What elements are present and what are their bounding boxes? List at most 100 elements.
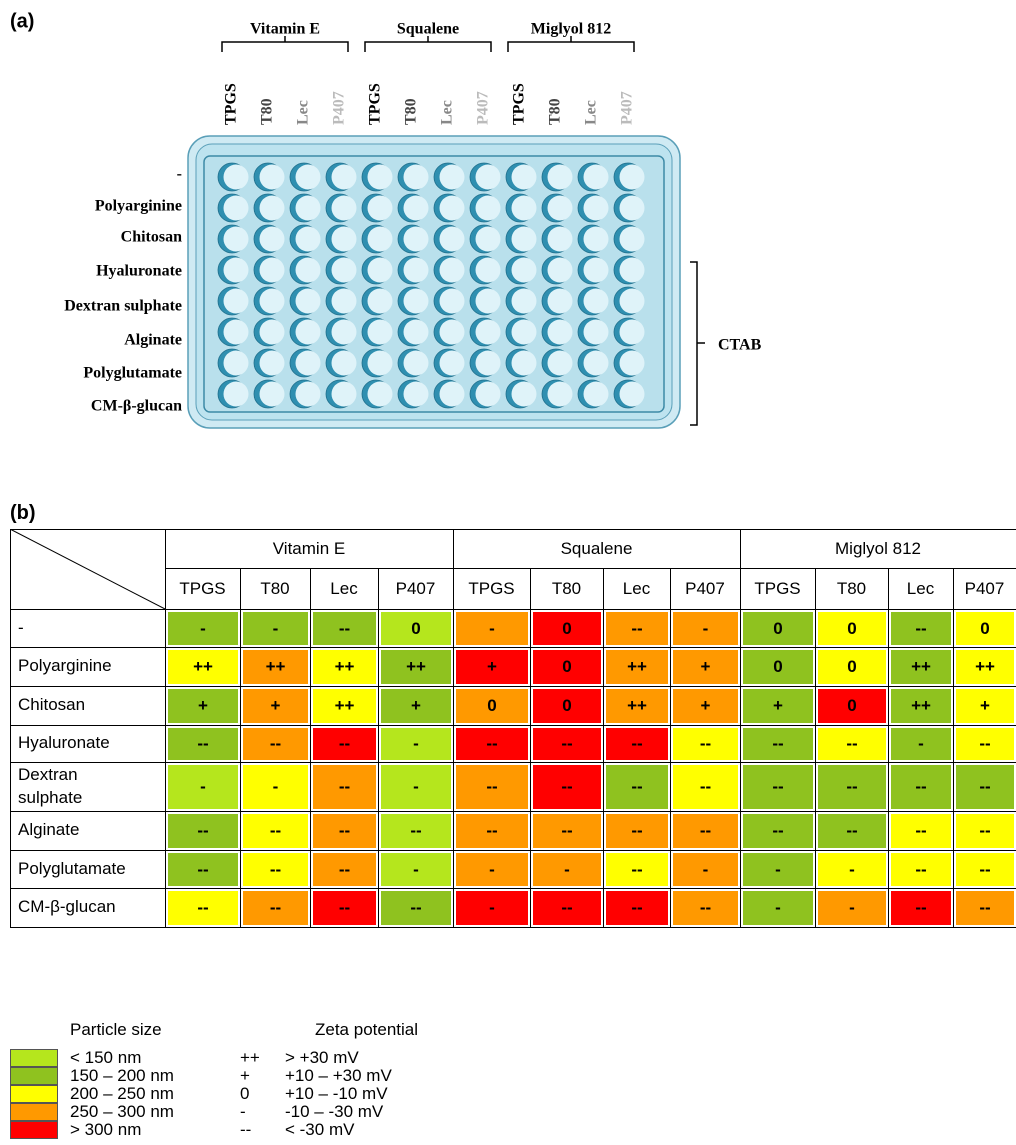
- cell: 0: [956, 612, 1014, 645]
- well-highlight: [619, 226, 645, 252]
- row-label: Alginate: [18, 820, 80, 840]
- well-highlight: [367, 226, 393, 252]
- row-label: Alginate: [124, 332, 182, 349]
- well-highlight: [583, 319, 609, 345]
- cell: --: [243, 891, 308, 925]
- cell: --: [956, 814, 1014, 848]
- well-highlight: [439, 319, 465, 345]
- cell: ++: [168, 650, 238, 684]
- well-highlight: [619, 350, 645, 376]
- well-highlight: [331, 288, 357, 314]
- table-line: [888, 568, 889, 927]
- group-label: Miglyol 812: [531, 21, 611, 38]
- row-label: Hyaluronate: [18, 733, 110, 753]
- legend-swatch: [10, 1049, 58, 1067]
- row-label: Polyarginine: [18, 656, 112, 676]
- legend-swatch: [10, 1103, 58, 1121]
- column-label: Lec: [295, 100, 312, 125]
- table-line: [10, 850, 1016, 851]
- well-highlight: [223, 257, 249, 283]
- table-line: [530, 568, 531, 927]
- table-line: [10, 811, 1016, 812]
- cell: ++: [606, 689, 668, 723]
- well-highlight: [547, 319, 573, 345]
- well-highlight: [331, 257, 357, 283]
- well-highlight: [367, 319, 393, 345]
- cell: --: [168, 728, 238, 760]
- well-highlight: [223, 195, 249, 221]
- cell: --: [313, 853, 376, 886]
- cell: --: [533, 891, 601, 925]
- cell: --: [606, 814, 668, 848]
- column-label: P407: [331, 91, 348, 125]
- cell: -: [381, 728, 451, 760]
- cell: --: [891, 853, 951, 886]
- table-line: [10, 529, 11, 927]
- well-highlight: [259, 195, 285, 221]
- column-header: Lec: [330, 578, 358, 598]
- well-highlight: [439, 195, 465, 221]
- column-header: Lec: [906, 578, 935, 598]
- cell: ++: [313, 689, 376, 723]
- well-highlight: [583, 288, 609, 314]
- table-line: [740, 529, 741, 568]
- well-highlight: [295, 319, 321, 345]
- table-line: [165, 529, 166, 927]
- cell: --: [313, 891, 376, 925]
- bracket: [690, 261, 705, 426]
- cell: --: [818, 814, 886, 848]
- cell: --: [673, 728, 738, 760]
- well-highlight: [475, 381, 501, 407]
- cell: --: [743, 814, 813, 848]
- cell: +: [456, 650, 528, 684]
- column-header: TPGS: [468, 578, 515, 598]
- panel-a: (a) CTAB Vitamin E TPGS T80 Lec P407 Squalene…: [10, 10, 762, 429]
- column-label: T80: [547, 98, 564, 125]
- legend-symbol: --: [240, 1120, 252, 1139]
- cell: +: [168, 689, 238, 723]
- table-line: [815, 568, 816, 927]
- well-highlight: [619, 319, 645, 345]
- cell: --: [168, 891, 238, 925]
- well-highlight: [259, 164, 285, 190]
- cell: 0: [533, 612, 601, 645]
- table-line: [310, 568, 311, 927]
- cell: --: [606, 891, 668, 925]
- well-highlight: [295, 381, 321, 407]
- cell: +: [956, 689, 1014, 723]
- legend-title: Zeta potential: [315, 1020, 419, 1039]
- row-label: Chitosan: [18, 695, 86, 715]
- cell: -: [243, 765, 308, 809]
- cell: -: [891, 728, 951, 760]
- well-highlight: [511, 350, 537, 376]
- cell: ++: [891, 689, 951, 723]
- well-highlight: [259, 350, 285, 376]
- legend-swatch: [10, 1067, 58, 1085]
- cell: 0: [743, 650, 813, 684]
- cell: -: [381, 765, 451, 809]
- cell: --: [673, 765, 738, 809]
- cell: -: [168, 612, 238, 645]
- legend-label: 150 – 200 nm: [70, 1066, 174, 1085]
- well-highlight: [223, 350, 249, 376]
- well-highlight: [259, 257, 285, 283]
- cell: ++: [381, 650, 451, 684]
- well-highlight: [583, 257, 609, 283]
- well-highlight: [331, 350, 357, 376]
- legend-symbol: -: [240, 1102, 246, 1121]
- well-highlight: [367, 288, 393, 314]
- cell: -: [456, 853, 528, 886]
- cell: --: [743, 728, 813, 760]
- well-highlight: [295, 226, 321, 252]
- column-label: TPGS: [511, 83, 528, 125]
- well-highlight: [547, 226, 573, 252]
- table-line: [603, 568, 604, 927]
- column-label: T80: [259, 98, 276, 125]
- row-label: Polyarginine: [95, 198, 182, 215]
- group-header: Vitamin E: [272, 538, 346, 558]
- column-label: TPGS: [223, 83, 240, 125]
- well-highlight: [475, 350, 501, 376]
- well-highlight: [223, 226, 249, 252]
- well-highlight: [259, 381, 285, 407]
- well-highlight: [439, 226, 465, 252]
